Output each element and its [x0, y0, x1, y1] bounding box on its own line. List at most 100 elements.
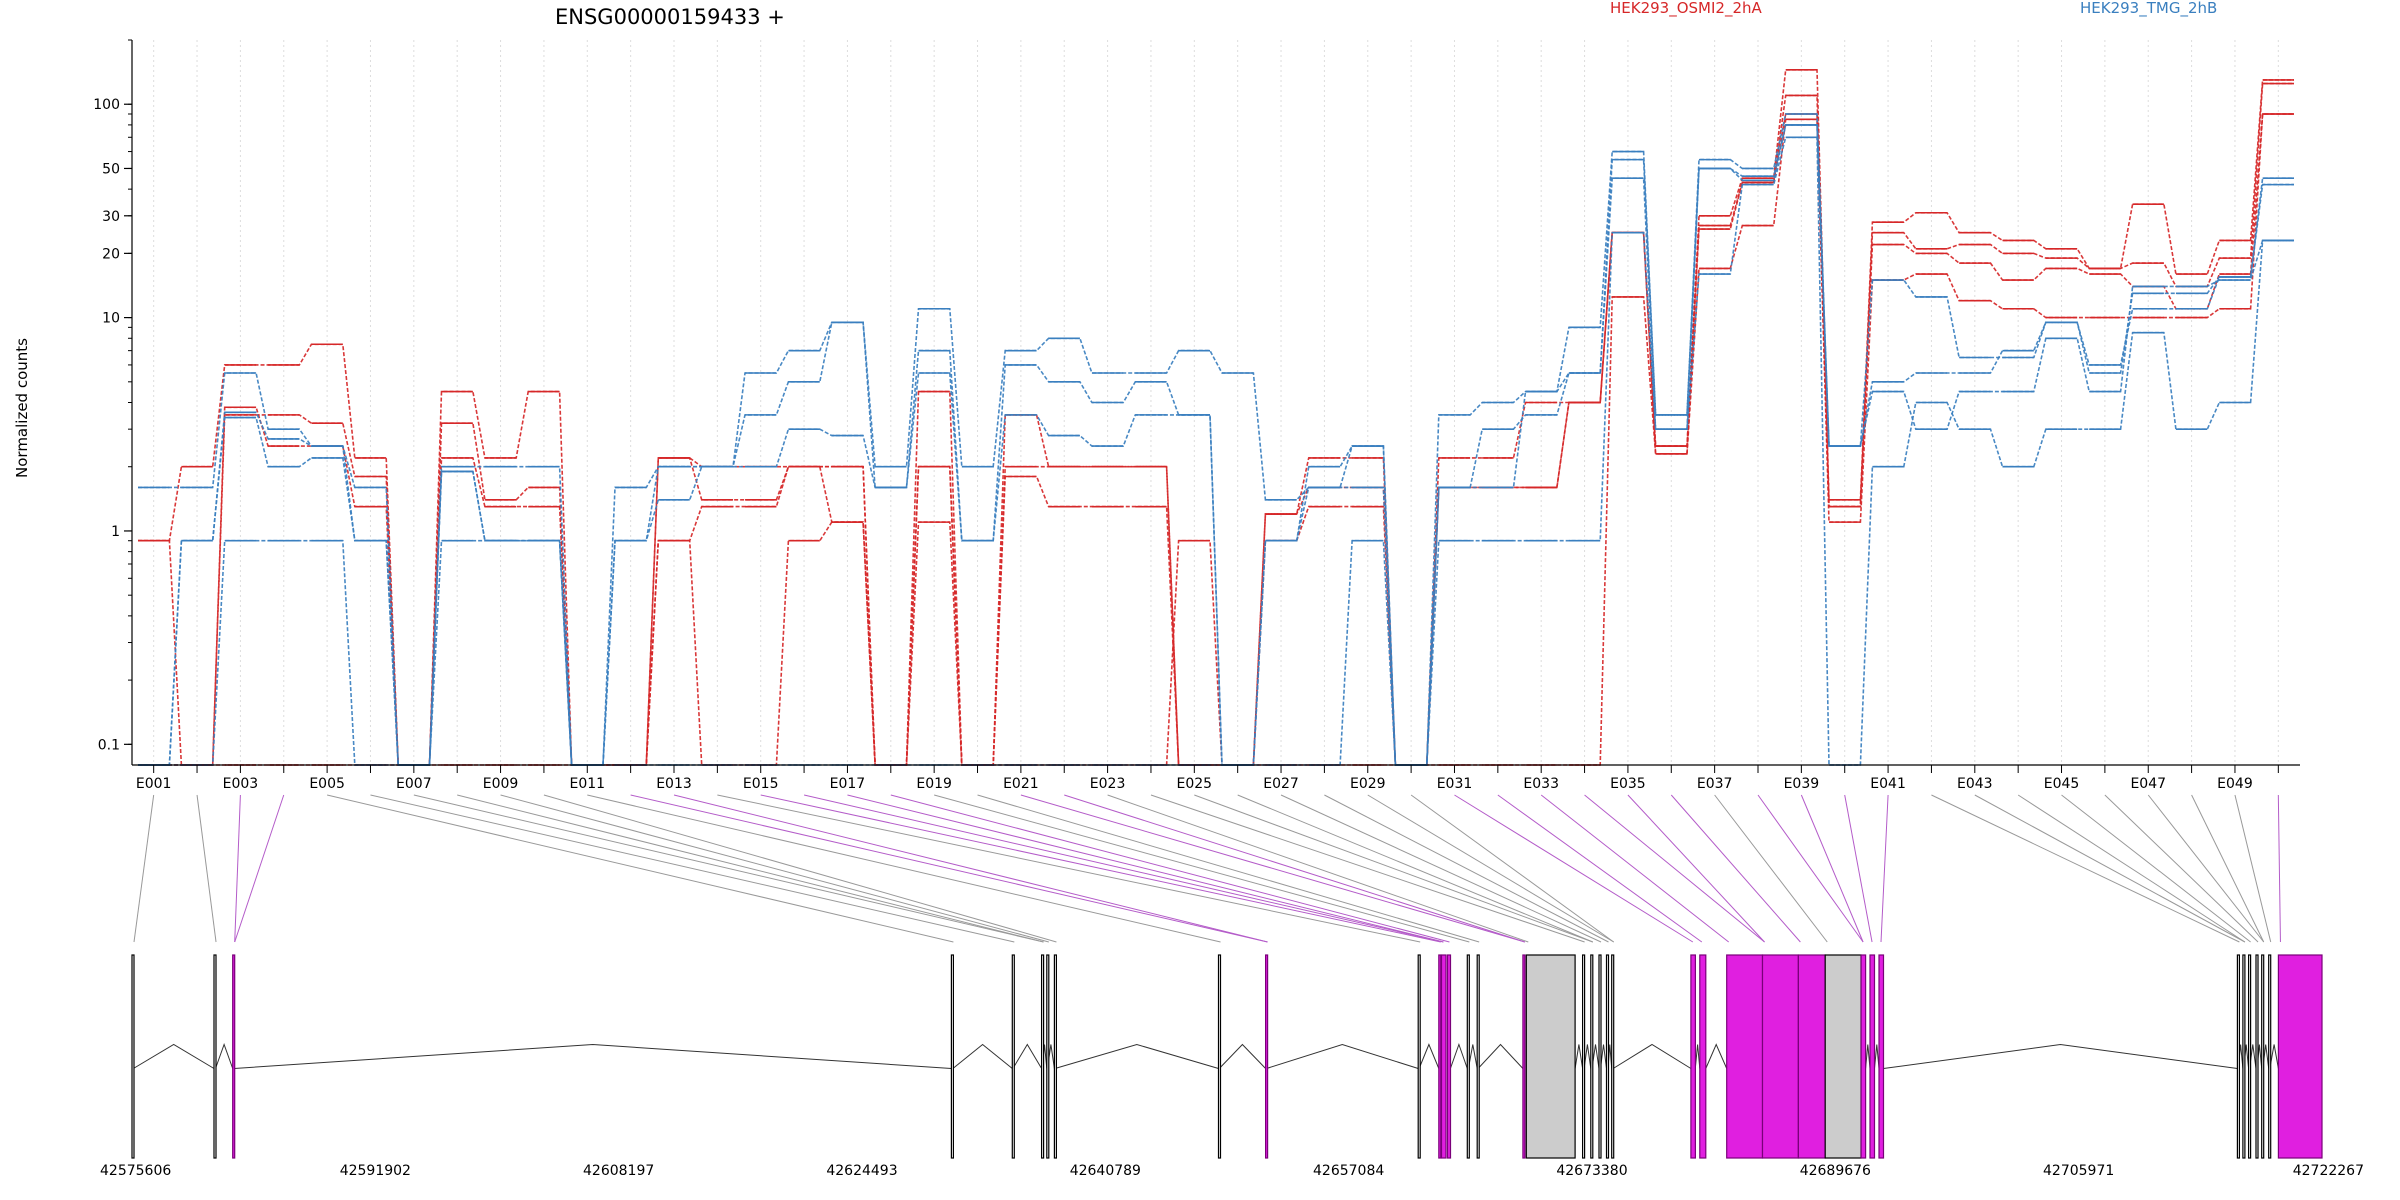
gene-exon-12: [1438, 954, 1442, 1159]
gene-exon-32: [1878, 954, 1885, 1159]
gene-exon-24: [1690, 954, 1697, 1159]
intron-line: [1874, 1044, 1880, 1069]
intron-line: [952, 1043, 1013, 1069]
coordinate-label: 42608197: [583, 1163, 654, 1179]
connector-e050: [2277, 794, 2281, 943]
intron-line: [1012, 1043, 1043, 1069]
connector-e002: [196, 794, 217, 943]
connector-e037: [1714, 794, 1828, 943]
connector-e029: [1367, 794, 1614, 943]
coordinate-label: 42689676: [1800, 1163, 1871, 1179]
connector-e021: [1020, 794, 1526, 943]
connector-e043: [1974, 794, 2246, 943]
genomic-coordinate-labels: 42575606 42591902 42608197 42624493 42640789…: [100, 1163, 2364, 1179]
series-line-7: [138, 124, 2294, 766]
y-tick-label: 0.1: [98, 737, 120, 753]
coordinate-label: 42722267: [2293, 1163, 2364, 1179]
coordinate-label: 42705971: [2043, 1163, 2114, 1179]
gene-exon-27: [1761, 954, 1799, 1159]
connector-e007: [413, 794, 1044, 943]
connector-e006: [370, 794, 1015, 943]
connector-e042: [1931, 794, 2240, 943]
series-lines: [138, 68, 2294, 766]
x-tick-label: E025: [1177, 776, 1213, 792]
connector-e022: [1064, 794, 1526, 943]
x-tick-label: E027: [1263, 776, 1299, 792]
gene-exon-10: [1264, 954, 1269, 1159]
gene-exon-36: [2255, 954, 2259, 1159]
gene-exon-16: [1476, 954, 1480, 1159]
connector-e044: [2017, 794, 2246, 943]
x-tick-label: E023: [1090, 776, 1126, 792]
connector-e049: [2234, 794, 2272, 943]
connector-e005: [327, 794, 954, 943]
connector-e041: [1880, 794, 1889, 943]
connector-e003: [234, 794, 241, 943]
x-tick-label: E003: [223, 776, 259, 792]
series-line-4: [138, 113, 2294, 766]
connector-e023: [1107, 794, 1529, 943]
y-axis-ticks: 0.1 1 10 20 30 50 100: [93, 39, 132, 753]
connector-e019: [934, 794, 1470, 943]
intron-line: [1054, 1043, 1219, 1069]
connector-e027: [1280, 794, 1602, 943]
connector-e032: [1497, 794, 1703, 943]
y-tick-label: 20: [102, 246, 120, 262]
connector-e040: [1844, 794, 1873, 943]
connector-e009: [500, 794, 1049, 943]
gene-exon-20: [1590, 954, 1594, 1159]
x-tick-label: E029: [1350, 776, 1386, 792]
gene-exon-28: [1797, 954, 1826, 1159]
series-line-8: [138, 136, 2294, 766]
connector-e035: [1627, 794, 1765, 943]
x-tick-label: E005: [309, 776, 345, 792]
connector-e001: [133, 794, 155, 943]
x-tick-label: E021: [1003, 776, 1039, 792]
intron-line: [133, 1043, 215, 1069]
connector-e018: [890, 794, 1450, 943]
gene-exon-33: [2236, 954, 2240, 1159]
gene-exon-17: [1522, 954, 1526, 1159]
x-tick-label: E015: [743, 776, 779, 792]
gene-exon-26: [1726, 954, 1764, 1159]
intron-line: [1694, 1044, 1701, 1069]
coordinate-label: 42575606: [100, 1163, 171, 1179]
y-tick-label: 10: [102, 311, 120, 327]
gene-exon-3: [232, 954, 236, 1159]
x-tick-label: E047: [2130, 776, 2166, 792]
connector-e025: [1194, 794, 1593, 943]
connector-e014: [717, 794, 1421, 943]
connector-e028: [1324, 794, 1609, 943]
connector-e031: [1454, 794, 1694, 943]
x-tick-label: E033: [1523, 776, 1559, 792]
x-tick-label: E011: [569, 776, 605, 792]
gene-title: ENSG00000159433 +: [555, 5, 785, 29]
coordinate-label: 42624493: [826, 1163, 897, 1179]
connector-e036: [1670, 794, 1801, 943]
connector-e010: [543, 794, 1057, 943]
connector-e012: [630, 794, 1268, 943]
gene-exon-38: [2268, 954, 2272, 1159]
gene-exon-7: [1046, 954, 1050, 1159]
connector-e004: [234, 794, 285, 943]
intron-line: [1574, 1044, 1584, 1069]
coordinate-label: 42640789: [1070, 1163, 1141, 1179]
gene-exon-22: [1605, 954, 1610, 1159]
connector-e034: [1584, 794, 1765, 943]
connector-e038: [1757, 794, 1864, 943]
intron-line: [215, 1043, 234, 1069]
intron-line: [1612, 1043, 1692, 1069]
gene-exon-11: [1417, 954, 1421, 1159]
series-line-3: [138, 113, 2294, 766]
x-tick-label: E043: [1957, 776, 1993, 792]
gene-exon-39: [2277, 954, 2323, 1159]
x-tick-label: E041: [1870, 776, 1906, 792]
gene-exon-29: [1824, 954, 1862, 1159]
legend-tmg: HEK293_TMG_2hB: [2080, 0, 2217, 18]
x-tick-label: E007: [396, 776, 432, 792]
y-axis-label: Normalized counts: [13, 338, 31, 478]
legend-osmi2: HEK293_OSMI2_2hA: [1610, 0, 1763, 18]
connector-e015: [760, 794, 1441, 943]
series-line-1: [138, 69, 2294, 766]
